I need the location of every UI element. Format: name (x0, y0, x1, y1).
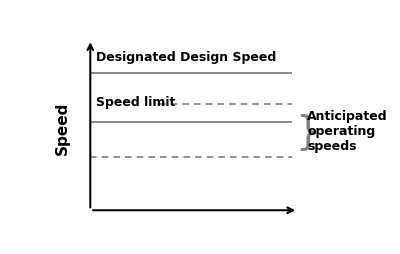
Text: }: } (295, 112, 320, 150)
Text: Speed limit: Speed limit (96, 96, 176, 108)
Text: Anticipated
operating
speeds: Anticipated operating speeds (307, 110, 388, 153)
Text: Speed: Speed (55, 102, 70, 155)
Text: Designated Design Speed: Designated Design Speed (96, 51, 277, 64)
